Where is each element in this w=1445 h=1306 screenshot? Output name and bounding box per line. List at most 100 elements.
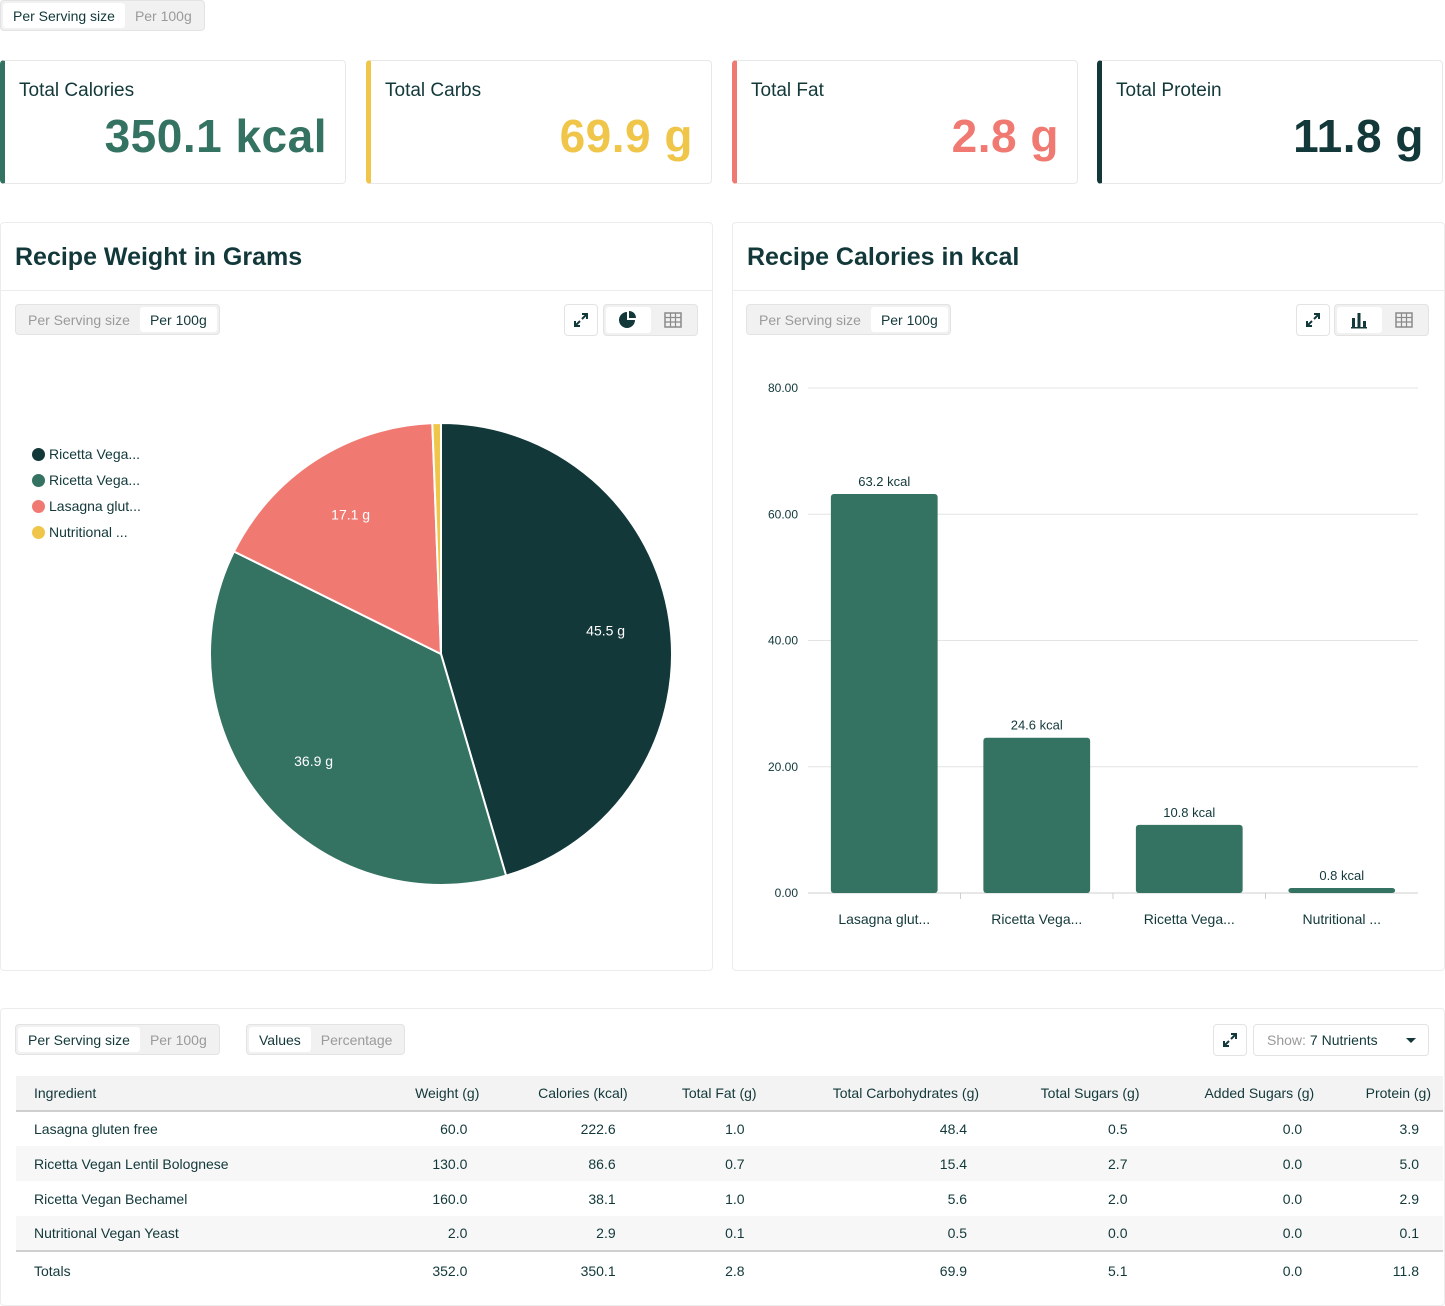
col-header[interactable]: Total Carbohydrates (g) [768,1076,992,1112]
calories-view-switch [1334,304,1429,336]
bar-view-button[interactable] [1337,307,1382,333]
bar-chart-icon [1351,313,1368,329]
mode-toggle-values[interactable]: Values [249,1027,311,1052]
legend-item[interactable]: Ricetta Vega... [32,441,141,467]
table-expand-button[interactable] [1213,1024,1247,1056]
y-tick-label: 60.00 [768,507,798,521]
legend-item[interactable]: Nutritional ... [32,519,141,545]
cell: 0.0 [1151,1216,1327,1251]
calories-toggle-per-serving[interactable]: Per Serving size [759,311,861,328]
kpi-label: Total Calories [19,80,135,101]
table-row: Ricetta Vegan Bechamel 160.0 38.1 1.0 5.… [16,1181,1443,1216]
kpi-total-fat: Total Fat 2.8 g [732,60,1078,184]
table-mode-toggle: Values Percentage [246,1024,406,1055]
table-grid-icon [664,312,682,328]
bar[interactable] [983,737,1091,893]
kpi-total-protein: Total Protein 11.8 g [1097,60,1443,184]
calories-toggle-per-100g[interactable]: Per 100g [870,307,948,332]
legend-label: Ricetta Vega... [49,446,141,462]
kpi-label: Total Fat [751,80,824,101]
pie-view-button[interactable] [606,307,651,333]
weight-basis-toggle: Per Serving size Per 100g [15,304,220,335]
col-header[interactable]: Protein (g) [1326,1076,1443,1112]
select-value: 7 Nutrients [1309,1032,1378,1048]
totals-row: Totals 352.0 350.1 2.8 69.9 5.1 0.0 11.8 [16,1250,1443,1289]
nutrients-count-select[interactable]: Show: 7 Nutrients [1253,1024,1429,1056]
cell: Totals [16,1250,376,1289]
top-toggle-per-serving[interactable]: Per Serving size [3,3,125,28]
x-tick-label: Nutritional ... [1302,911,1381,927]
chevron-down-icon [1406,1038,1416,1043]
legend-swatch [32,525,45,539]
bar[interactable] [1288,887,1396,893]
cell: 0.7 [639,1146,769,1181]
pie-legend: Ricetta Vega... Ricetta Vega... Lasagna … [32,441,141,545]
cell: 1.0 [725,1121,745,1137]
col-header[interactable]: Weight (g) [376,1076,492,1112]
pie-slice[interactable] [440,421,673,877]
cell: 222.6 [580,1121,616,1137]
cell: 0.0 [1151,1250,1327,1289]
cell: 11.8 [1326,1250,1443,1289]
cell: 2.0 [376,1216,492,1251]
mode-toggle-percentage[interactable]: Percentage [320,1031,393,1048]
table-toggle-per-serving[interactable]: Per Serving size [18,1027,140,1052]
pie-slice-label: 17.1 g [331,506,370,522]
cell: 0.0 [1282,1190,1303,1207]
expand-icon [574,313,588,327]
cell: 3.9 [1399,1121,1419,1137]
table-row: Lasagna gluten free 60.0 222.6 1.0 48.4 … [16,1111,1443,1146]
table-header-row: Ingredient Weight (g) Calories (kcal) To… [16,1076,1443,1112]
panel-title: Recipe Weight in Grams [15,243,303,271]
cell: 0.5 [1108,1121,1128,1137]
weight-toggle-per-100g[interactable]: Per 100g [139,307,217,332]
table-grid-icon [1395,312,1413,328]
legend-item[interactable]: Ricetta Vega... [32,467,141,493]
col-header[interactable]: Total Fat (g) [639,1076,769,1112]
table-view-button[interactable] [651,307,696,333]
bar[interactable] [1135,824,1243,893]
legend-swatch [32,447,45,461]
pie-slice[interactable] [209,550,508,886]
pie-slice[interactable] [232,422,443,656]
bar[interactable] [830,494,938,893]
table-view-button[interactable] [1382,307,1427,333]
kpi-value: 2.8 g [951,110,1059,162]
cell: 60.0 [440,1121,468,1137]
calories-expand-button[interactable] [1296,304,1330,336]
col-header[interactable]: Added Sugars (g) [1151,1076,1327,1112]
cell: Nutritional Vegan Yeast [16,1216,376,1251]
bar-data-label: 10.8 kcal [1163,805,1215,820]
kpi-total-calories: Total Calories 350.1 kcal [0,60,346,184]
weight-expand-button[interactable] [564,304,598,336]
cell: Ricetta Vegan Lentil Bolognese [16,1146,376,1181]
x-tick-label: Lasagna glut... [838,911,930,927]
pie-slice[interactable] [431,421,442,655]
cell: 1.0 [725,1190,745,1207]
cell: 5.0 [1326,1146,1443,1181]
pie-slice-label: 36.9 g [294,753,333,769]
kpi-label: Total Protein [1116,80,1222,101]
col-header[interactable]: Calories (kcal) [491,1076,640,1112]
col-header[interactable]: Ingredient [16,1076,376,1112]
kpi-value: 69.9 g [559,110,693,162]
nutrients-table: Ingredient Weight (g) Calories (kcal) To… [16,1076,1443,1289]
legend-item[interactable]: Lasagna glut... [32,493,141,519]
legend-label: Nutritional ... [49,524,128,540]
weight-toggle-per-serving[interactable]: Per Serving size [28,311,130,328]
cell: 5.6 [947,1190,968,1207]
cell: Ricetta Vegan Bechamel [34,1190,188,1207]
top-toggle-per-100g[interactable]: Per 100g [134,7,192,24]
cell: 2.9 [1399,1190,1419,1207]
cell: 2.0 [1108,1190,1128,1207]
kpi-value: 11.8 g [1293,110,1424,162]
pie-chart: 45.5 g 36.9 g 17.1 g [209,421,673,886]
kpi-total-carbs: Total Carbs 69.9 g [366,60,712,184]
y-tick-label: 80.00 [768,381,798,395]
divider [733,290,1444,291]
cell: 15.4 [768,1146,992,1181]
cell: 0.0 [1282,1121,1303,1137]
col-header[interactable]: Total Sugars (g) [991,1076,1152,1112]
panel-title: Recipe Calories in kcal [747,243,1020,271]
table-toggle-per-100g[interactable]: Per 100g [149,1031,207,1048]
